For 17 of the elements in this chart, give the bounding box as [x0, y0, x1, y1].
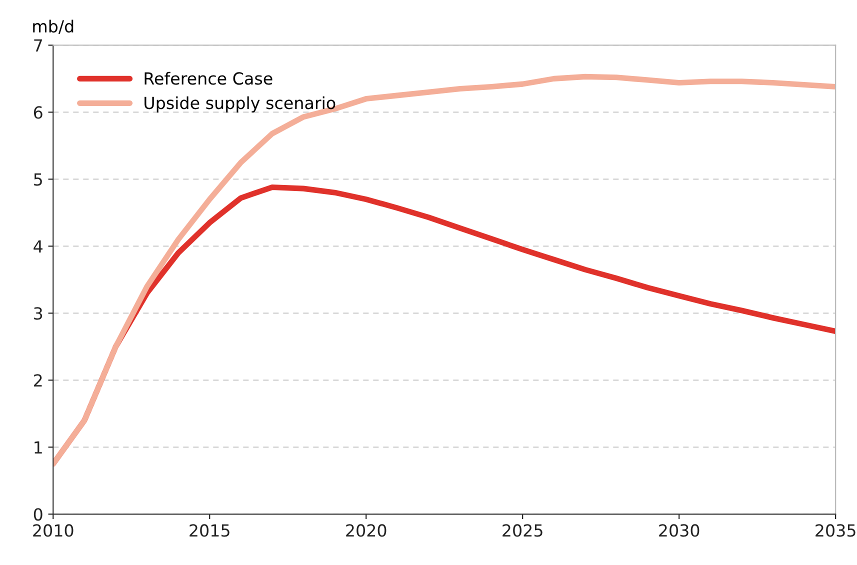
- legend-label: Reference Case: [144, 72, 272, 85]
- y-tick-label: 4: [34, 240, 42, 253]
- y-tick-label: 5: [34, 173, 42, 186]
- y-tick-label: 7: [34, 39, 42, 52]
- y-axis-title: mb/d: [33, 20, 74, 34]
- y-tick-label: 3: [34, 307, 42, 320]
- x-tick-label: 2030: [659, 524, 700, 537]
- x-tick-label: 2020: [346, 524, 386, 537]
- y-tick-label: 0: [34, 508, 42, 521]
- y-tick-label: 1: [34, 441, 42, 454]
- x-tick-label: 2015: [190, 524, 230, 537]
- x-tick-label: 2025: [502, 524, 542, 537]
- y-tick-label: 6: [34, 106, 42, 119]
- x-tick-label: 2035: [816, 524, 856, 537]
- y-tick-label: 2: [34, 374, 42, 386]
- legend-label: Upside supply scenario: [144, 96, 336, 112]
- x-tick-label: 2010: [33, 524, 74, 537]
